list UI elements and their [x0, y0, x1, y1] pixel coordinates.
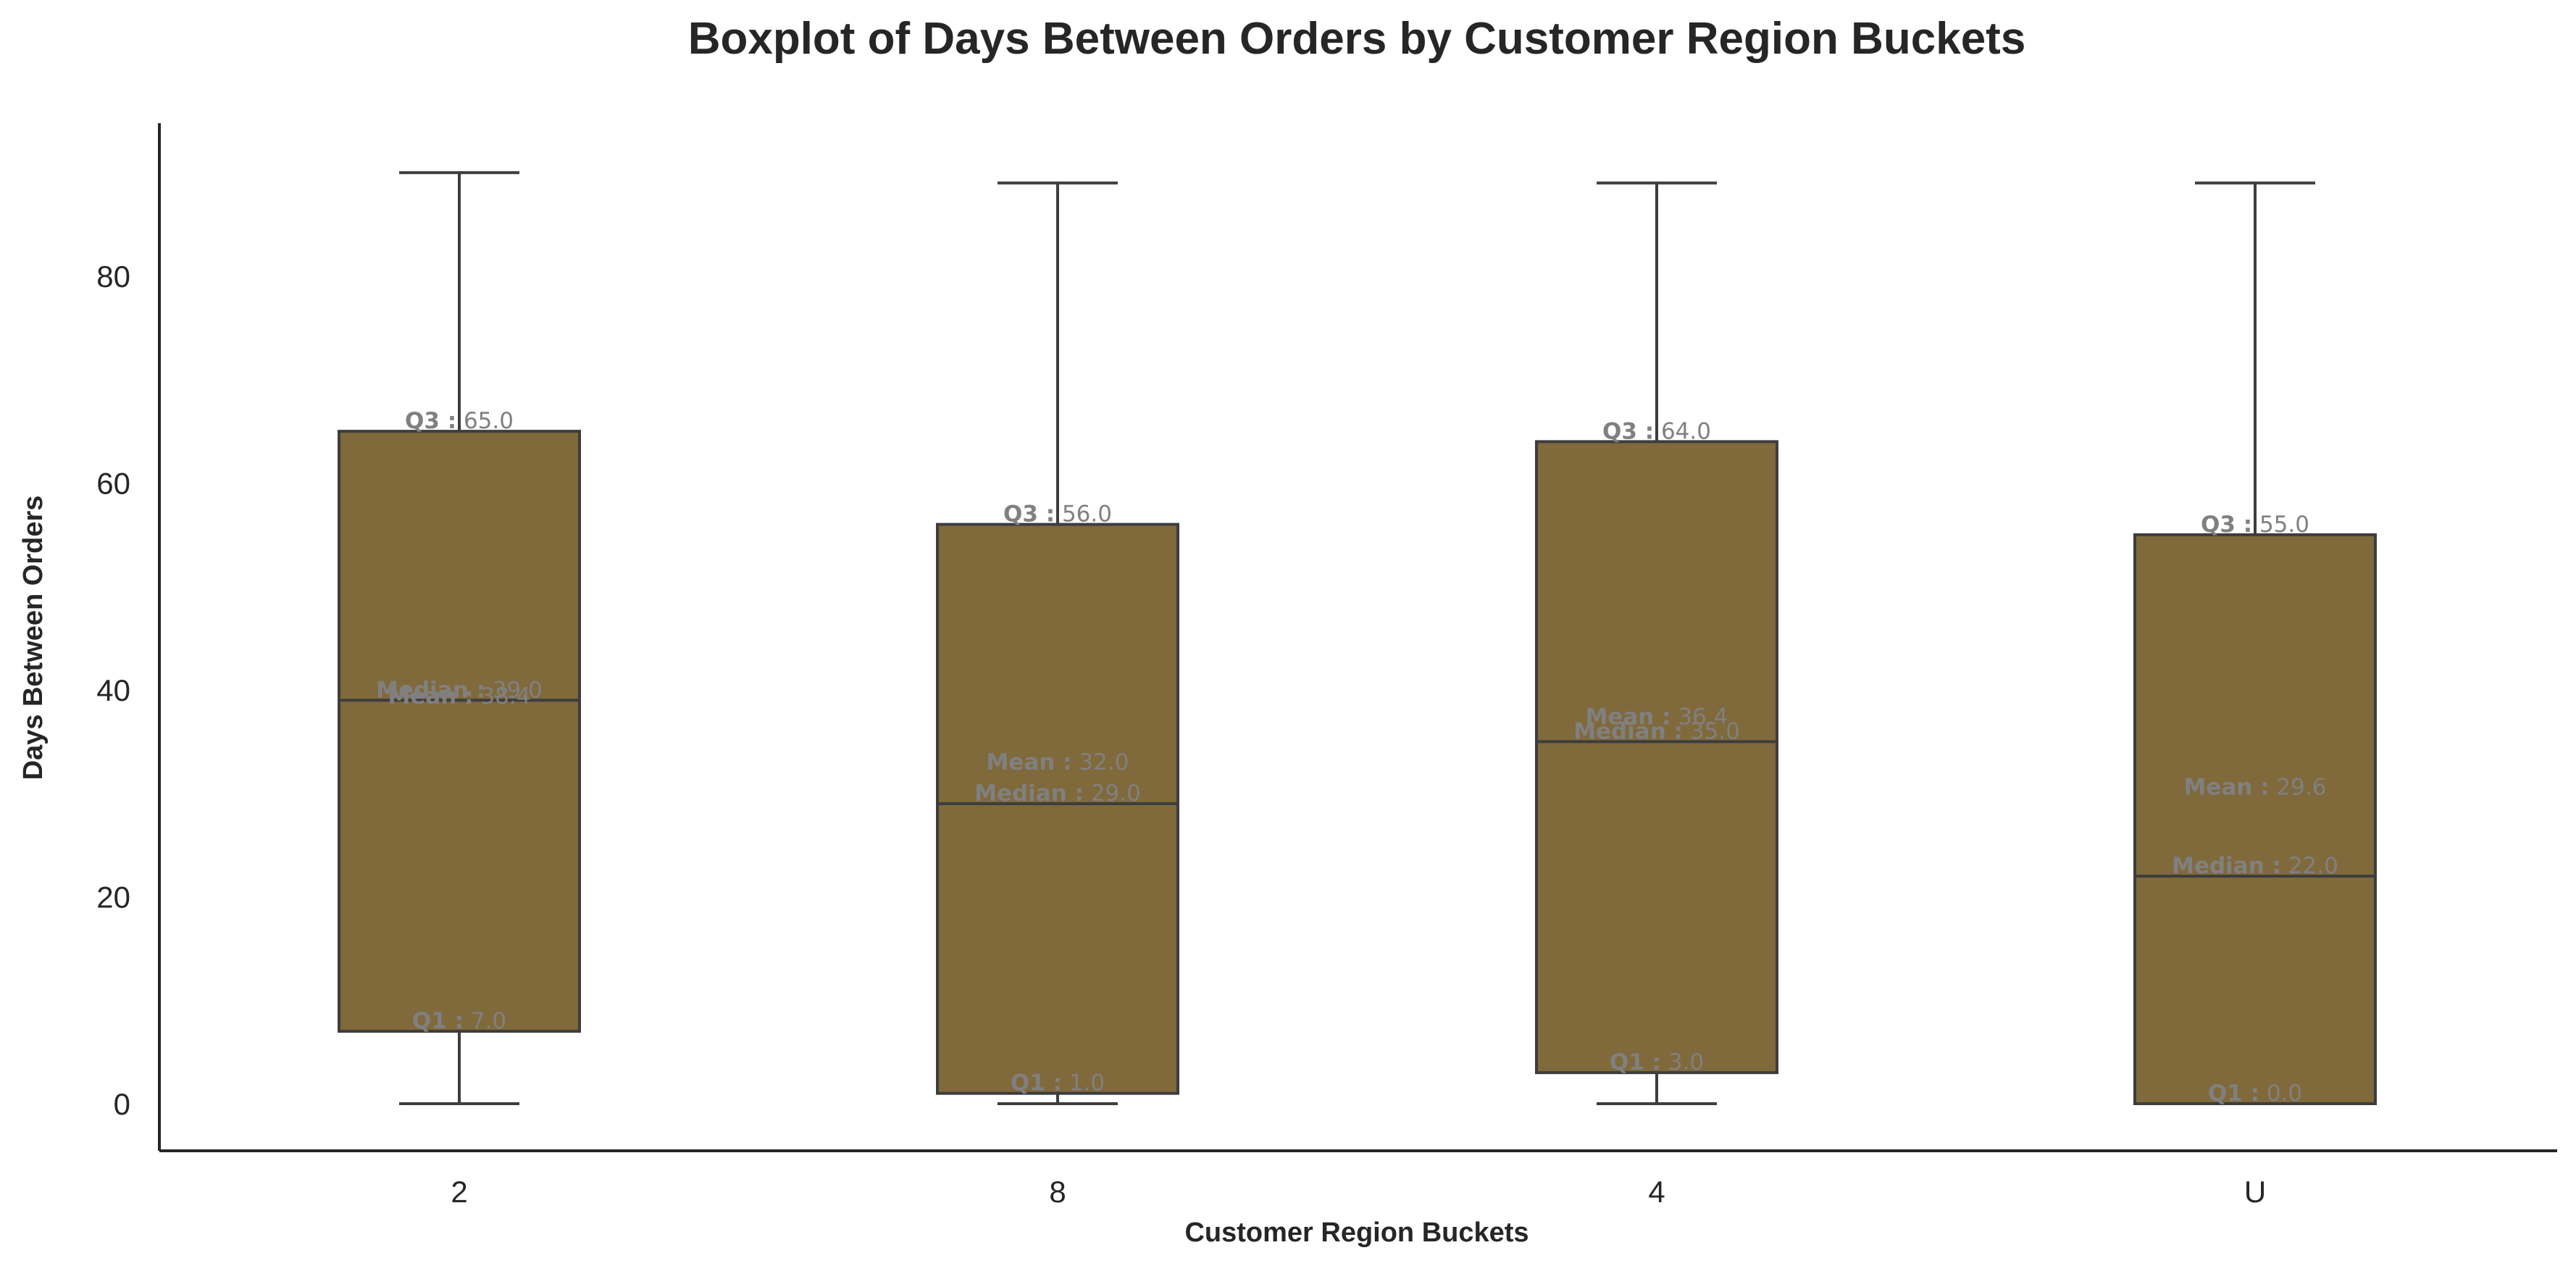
mean-label: Mean : 32.0: [987, 749, 1129, 775]
x-ticks: 2 8 4 U: [451, 1175, 2266, 1209]
y-axis-label: Days Between Orders: [18, 496, 49, 780]
box-group: Q3 : 56.0 Mean : 32.0 Median : 29.0 Q1 : 1.…: [936, 181, 1179, 1105]
iqr-box: [2133, 533, 2377, 1105]
x-tick-label: 4: [1648, 1175, 1665, 1209]
x-axis-label: Customer Region Buckets: [1184, 1217, 1529, 1248]
q3-label: Q3 : 55.0: [2201, 512, 2309, 538]
y-tick-label: 0: [114, 1087, 130, 1121]
median-label: Median : 35.0: [1573, 718, 1740, 744]
box-group: Q3 : 55.0 Mean : 29.6 Median : 22.0 Q1 : 0.…: [2133, 181, 2377, 1107]
x-tick-label: U: [2244, 1175, 2266, 1209]
y-tick-label: 20: [96, 880, 130, 915]
q3-label: Q3 : 56.0: [1003, 501, 1112, 528]
y-tick-label: 60: [96, 467, 130, 501]
q1-label: Q1 : 0.0: [2208, 1081, 2302, 1107]
q3-label: Q3 : 65.0: [405, 408, 514, 434]
y-ticks: 0 20 40 60 80: [96, 259, 130, 1121]
x-tick-label: 2: [451, 1175, 467, 1209]
iqr-box: [338, 430, 581, 1033]
q1-label: Q1 : 7.0: [412, 1008, 506, 1034]
iqr-box: [936, 522, 1179, 1095]
median-label: Median : 29.0: [974, 780, 1141, 807]
q1-label: Q1 : 3.0: [1610, 1049, 1704, 1075]
median-label: Median : 39.0: [376, 677, 543, 703]
y-tick-label: 40: [96, 673, 130, 707]
iqr-box: [1535, 440, 1778, 1075]
mean-label: Mean : 38.4: [388, 683, 531, 709]
chart-title: Boxplot of Days Between Orders by Custom…: [688, 14, 2026, 64]
q1-label: Q1 : 1.0: [1011, 1070, 1105, 1096]
median-label: Median : 22.0: [2172, 853, 2338, 879]
mean-label: Mean : 29.6: [2184, 774, 2327, 800]
mean-label: Mean : 36.4: [1586, 704, 1728, 730]
y-tick-label: 80: [96, 259, 130, 293]
x-tick-label: 8: [1049, 1175, 1066, 1209]
q3-label: Q3 : 64.0: [1602, 418, 1711, 444]
